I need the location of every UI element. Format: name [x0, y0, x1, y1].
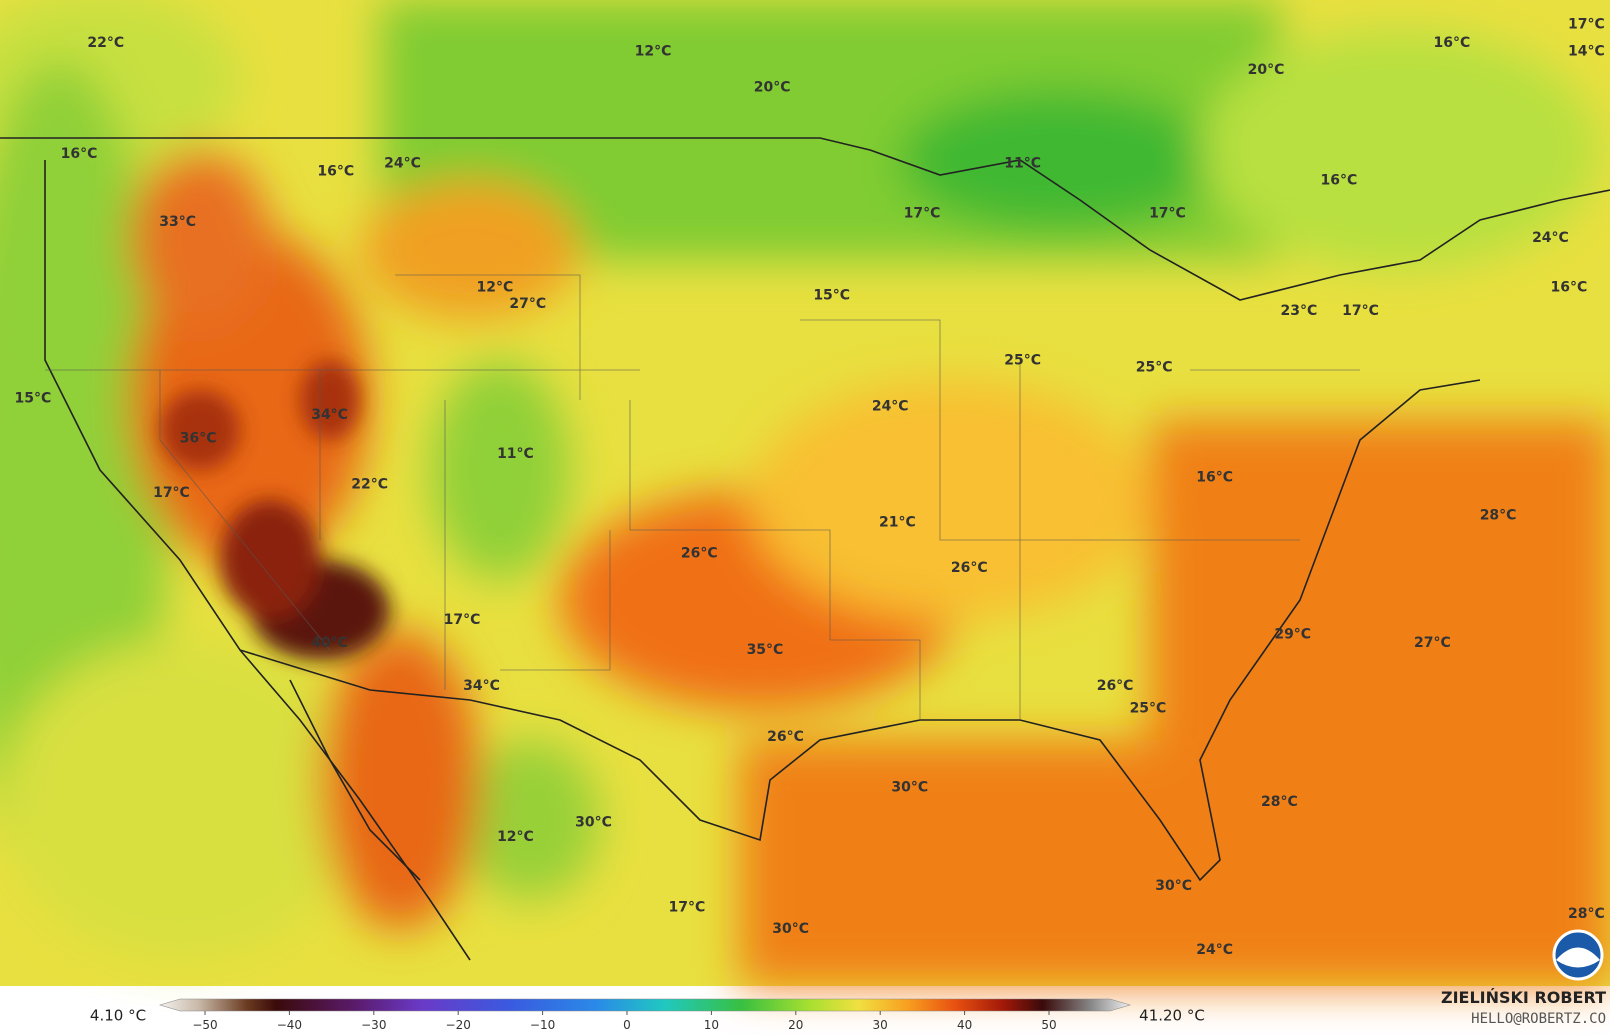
- temp-label: 29°C: [1274, 627, 1311, 643]
- colorbar-tick-label: −20: [446, 1018, 471, 1032]
- temp-label: 21°C: [879, 515, 916, 531]
- temp-label: 16°C: [1321, 173, 1358, 189]
- temp-label: 12°C: [635, 43, 672, 59]
- temp-label: 26°C: [1097, 678, 1134, 694]
- temp-label: 28°C: [1480, 507, 1517, 523]
- temperature-labels: 22°C 12°C 20°C 20°C 16°C 17°C 14°C 16°C 16°C 24°C…: [14, 17, 1604, 958]
- temp-label: 17°C: [1568, 17, 1605, 33]
- temp-label: 23°C: [1281, 303, 1318, 319]
- colorbar-tick-label: −40: [277, 1018, 302, 1032]
- colorbar-tick-label: 40: [957, 1018, 972, 1032]
- temp-label: 12°C: [497, 829, 534, 845]
- credit-contact: HELLO@ROBERTZ.CO: [1471, 1011, 1606, 1027]
- temp-label: 30°C: [1155, 878, 1192, 894]
- temp-label: 20°C: [754, 79, 791, 95]
- temp-label: 15°C: [14, 390, 51, 406]
- colorbar-min: 4.10 °C: [90, 1007, 146, 1025]
- temp-label: 15°C: [813, 288, 850, 304]
- credit-name: ZIELIŃSKI ROBERT: [1441, 988, 1606, 1007]
- temp-label: 11°C: [1004, 155, 1041, 171]
- temp-label: 22°C: [351, 477, 388, 493]
- temperature-field: [0, 0, 1610, 986]
- temp-label: 24°C: [384, 155, 421, 171]
- temp-label: 25°C: [1136, 360, 1173, 376]
- colorbar-max: 41.20 °C: [1139, 1007, 1205, 1025]
- noaa-logo: [1552, 929, 1604, 981]
- temp-label: 30°C: [772, 921, 809, 937]
- colorbar-tick-label: 30: [873, 1018, 888, 1032]
- temp-label: 16°C: [317, 163, 354, 179]
- colorbar-tick-label: 10: [704, 1018, 719, 1032]
- temp-label: 27°C: [509, 296, 546, 312]
- temp-label: 22°C: [87, 35, 124, 51]
- temp-label: 28°C: [1261, 794, 1298, 810]
- boundaries: [0, 137, 1610, 961]
- temp-label: 30°C: [891, 780, 928, 796]
- temp-label: 16°C: [1433, 35, 1470, 51]
- temp-label: 17°C: [904, 206, 941, 222]
- temp-label: 24°C: [872, 399, 909, 415]
- colorbar-tick-label: −30: [361, 1018, 386, 1032]
- temp-label: 16°C: [1196, 469, 1233, 485]
- temp-label: 27°C: [1414, 635, 1451, 651]
- temp-label: 17°C: [1342, 303, 1379, 319]
- temp-label: 11°C: [497, 446, 534, 462]
- temp-label: 25°C: [1130, 700, 1167, 716]
- colorbar-tick-label: 50: [1041, 1018, 1056, 1032]
- temp-label: 16°C: [1551, 280, 1588, 296]
- temp-label: 20°C: [1248, 62, 1285, 78]
- temp-label: 14°C: [1568, 43, 1605, 59]
- temp-label: 40°C: [311, 635, 348, 651]
- colorbar-scale: [158, 998, 1132, 1012]
- temp-label: 35°C: [747, 642, 784, 658]
- state-lines: [45, 274, 1360, 720]
- temp-label: 12°C: [477, 280, 514, 296]
- temp-label: 30°C: [575, 814, 612, 830]
- colorbar-tick-label: 0: [623, 1018, 631, 1032]
- temp-label: 24°C: [1532, 230, 1569, 246]
- temp-label: 17°C: [669, 900, 706, 916]
- temp-label: 33°C: [159, 214, 196, 230]
- colorbar-tick-label: −10: [530, 1018, 555, 1032]
- temp-label: 36°C: [180, 430, 217, 446]
- temp-label: 16°C: [61, 146, 98, 162]
- temp-label: 25°C: [1004, 352, 1041, 368]
- colorbar: −50 −40 −30 −20 −10 0 10 20 30 40 50 4.10 °C 41.20 °…: [90, 998, 1205, 1032]
- temp-label: 26°C: [681, 545, 718, 561]
- colorbar-tick-label: 20: [788, 1018, 803, 1032]
- temp-label: 17°C: [153, 485, 190, 501]
- temp-label: 34°C: [463, 678, 500, 694]
- temp-label: 17°C: [444, 612, 481, 628]
- temp-label: 34°C: [311, 407, 348, 423]
- temp-label: 24°C: [1196, 942, 1233, 958]
- temp-label: 26°C: [951, 560, 988, 576]
- temp-label: 17°C: [1149, 206, 1186, 222]
- temp-label: 26°C: [767, 729, 804, 745]
- temp-label: 28°C: [1568, 906, 1605, 922]
- colorbar-tick-label: −50: [192, 1018, 217, 1032]
